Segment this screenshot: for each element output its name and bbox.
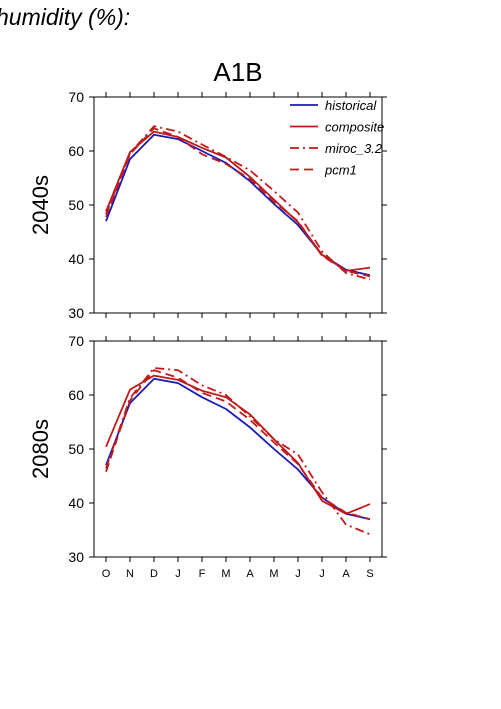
y-tick-label: 60 (68, 143, 84, 159)
y-tick-label: 50 (68, 197, 84, 213)
legend-label: composite (325, 120, 384, 135)
y-tick-label: 40 (68, 495, 84, 511)
y-tick-label: 30 (68, 305, 84, 321)
chart-title: A1B (213, 57, 262, 87)
x-tick-label: O (102, 568, 111, 580)
x-tick-label: M (221, 568, 230, 580)
y-tick-label: 30 (68, 549, 84, 565)
x-tick-label: D (150, 568, 158, 580)
series-line-miroc-3-2 (105, 125, 371, 281)
x-tick-label: F (199, 568, 206, 580)
page-title: humidity (%): (0, 4, 131, 30)
x-tick-label: A (342, 568, 350, 580)
series-line-pcm1 (105, 369, 371, 521)
y-tick-label: 70 (68, 89, 84, 105)
series-line-historical (105, 377, 371, 521)
x-tick-label: A (246, 568, 254, 580)
x-tick-label: J (295, 568, 301, 580)
y-tick-label: 40 (68, 251, 84, 267)
legend-label: pcm1 (324, 163, 357, 178)
x-tick-label: J (175, 568, 181, 580)
panel-2040s: 30 40 50 60 70 2040s (28, 89, 387, 321)
series-line-pcm1 (105, 127, 371, 278)
y-tick-label: 50 (68, 441, 84, 457)
panel-label: 2080s (28, 419, 53, 479)
y-tick-label: 70 (68, 333, 84, 349)
y-tick-label: 60 (68, 387, 84, 403)
x-tick-label: M (269, 568, 278, 580)
legend-label: miroc_3.2 (325, 141, 383, 156)
legend: historical composite miroc_3.2 pcm1 (290, 98, 384, 178)
x-tick-label: S (366, 568, 373, 580)
series-line-composite (105, 374, 371, 515)
x-tick-label: J (319, 568, 325, 580)
panel-label: 2040s (28, 175, 53, 235)
panel-2080s: 30 40 50 60 70 O N D J F M A M J J A S 2080s (28, 333, 387, 580)
legend-label: historical (325, 98, 377, 113)
chart-panels: 30 40 50 60 70 2040s 30 40 50 60 70 O N D J F M A M J J A S 208… (28, 89, 387, 580)
x-tick-label: N (126, 568, 134, 580)
series-line-miroc-3-2 (105, 367, 371, 536)
plot-frame (93, 340, 383, 558)
